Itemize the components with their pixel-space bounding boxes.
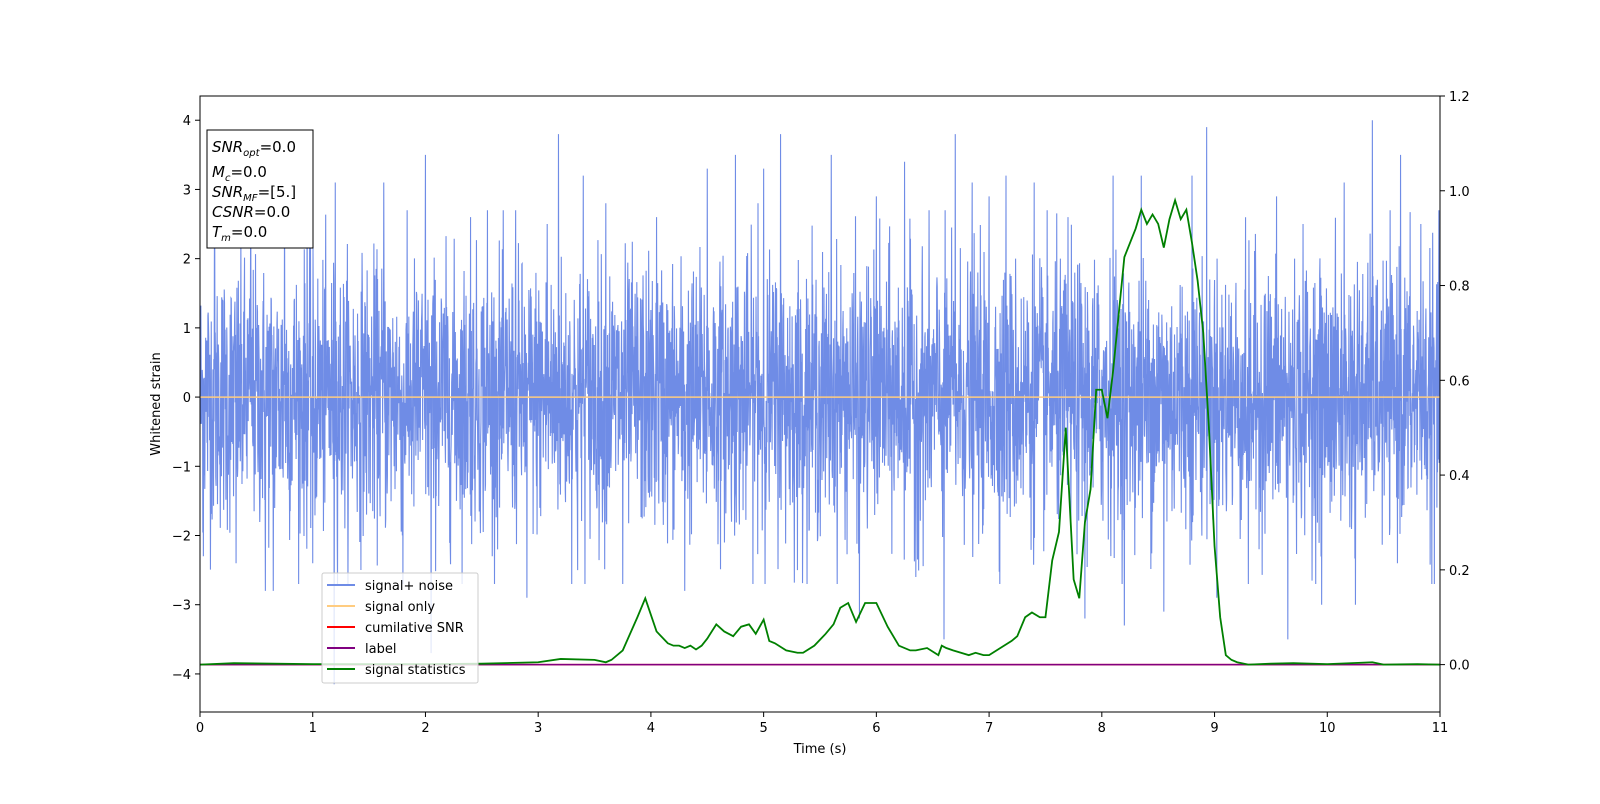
x-tick-label: 1: [309, 721, 317, 736]
info-box-line: Tm=0.0: [212, 223, 267, 244]
x-tick-label: 4: [647, 721, 655, 736]
y-right-tick-label: 1.0: [1449, 185, 1470, 200]
y-left-tick-label: 2: [183, 253, 191, 268]
y-left-tick-label: −3: [172, 599, 191, 614]
y-left-tick-label: 3: [183, 183, 191, 198]
y-right-tick-label: 0.4: [1449, 469, 1470, 484]
y-axis-label-left: Whitened strain: [149, 352, 164, 455]
info-box-frame: [206, 129, 314, 249]
plot-frame: [199, 95, 1441, 713]
info-box-line: SNRopt=0.0: [212, 138, 296, 159]
x-tick-label: 6: [872, 721, 880, 736]
y-right-tick-label: 0.8: [1449, 280, 1470, 295]
x-tick-label: 8: [1098, 721, 1106, 736]
info-box-line: SNRMF=[5.]: [212, 183, 296, 204]
y-right-tick-label: 0.6: [1449, 374, 1470, 389]
ticks-layer: 0 1 2 3 4 5 6 7 8 9 10 11 −4 −3 −2 −1 0 1 2 3 4 0.0 0.2 0.4 0.6 0…: [172, 90, 1470, 736]
x-tick-label: 0: [196, 721, 204, 736]
legend-entry-label: signal only: [365, 600, 435, 615]
legend-entry-label: signal statistics: [365, 663, 466, 678]
x-tick-label: 10: [1319, 721, 1336, 736]
y-right-tick-label: 1.2: [1449, 90, 1470, 105]
y-left-tick-label: −4: [172, 668, 191, 683]
x-tick-label: 2: [421, 721, 429, 736]
legend-entry-label: label: [365, 642, 396, 657]
x-tick-label: 7: [985, 721, 993, 736]
y-left-tick-label: 0: [183, 391, 191, 406]
legend: signal+ noise signal only cumilative SNR la…: [321, 572, 479, 684]
series-signal-noise-line: [200, 120, 1440, 685]
legend-entry-label: cumilative SNR: [365, 621, 464, 636]
x-axis-label: Time (s): [793, 742, 847, 757]
series-signal-statistics-line: [200, 197, 1440, 666]
x-tick-label: 9: [1210, 721, 1218, 736]
y-right-tick-label: 0.2: [1449, 564, 1470, 579]
legend-frame: [321, 572, 479, 684]
x-tick-label: 11: [1432, 721, 1449, 736]
info-box-line: CSNR=0.0: [212, 203, 290, 221]
x-tick-label: 3: [534, 721, 542, 736]
y-left-tick-label: −2: [172, 530, 191, 545]
legend-entry-label: signal+ noise: [365, 579, 453, 594]
x-tick-label: 5: [759, 721, 767, 736]
info-box-line: Mc=0.0: [212, 163, 267, 184]
y-right-tick-label: 0.0: [1449, 659, 1470, 674]
y-left-tick-label: −1: [172, 460, 191, 475]
y-left-tick-label: 4: [183, 114, 191, 129]
y-left-tick-label: 1: [183, 322, 191, 337]
